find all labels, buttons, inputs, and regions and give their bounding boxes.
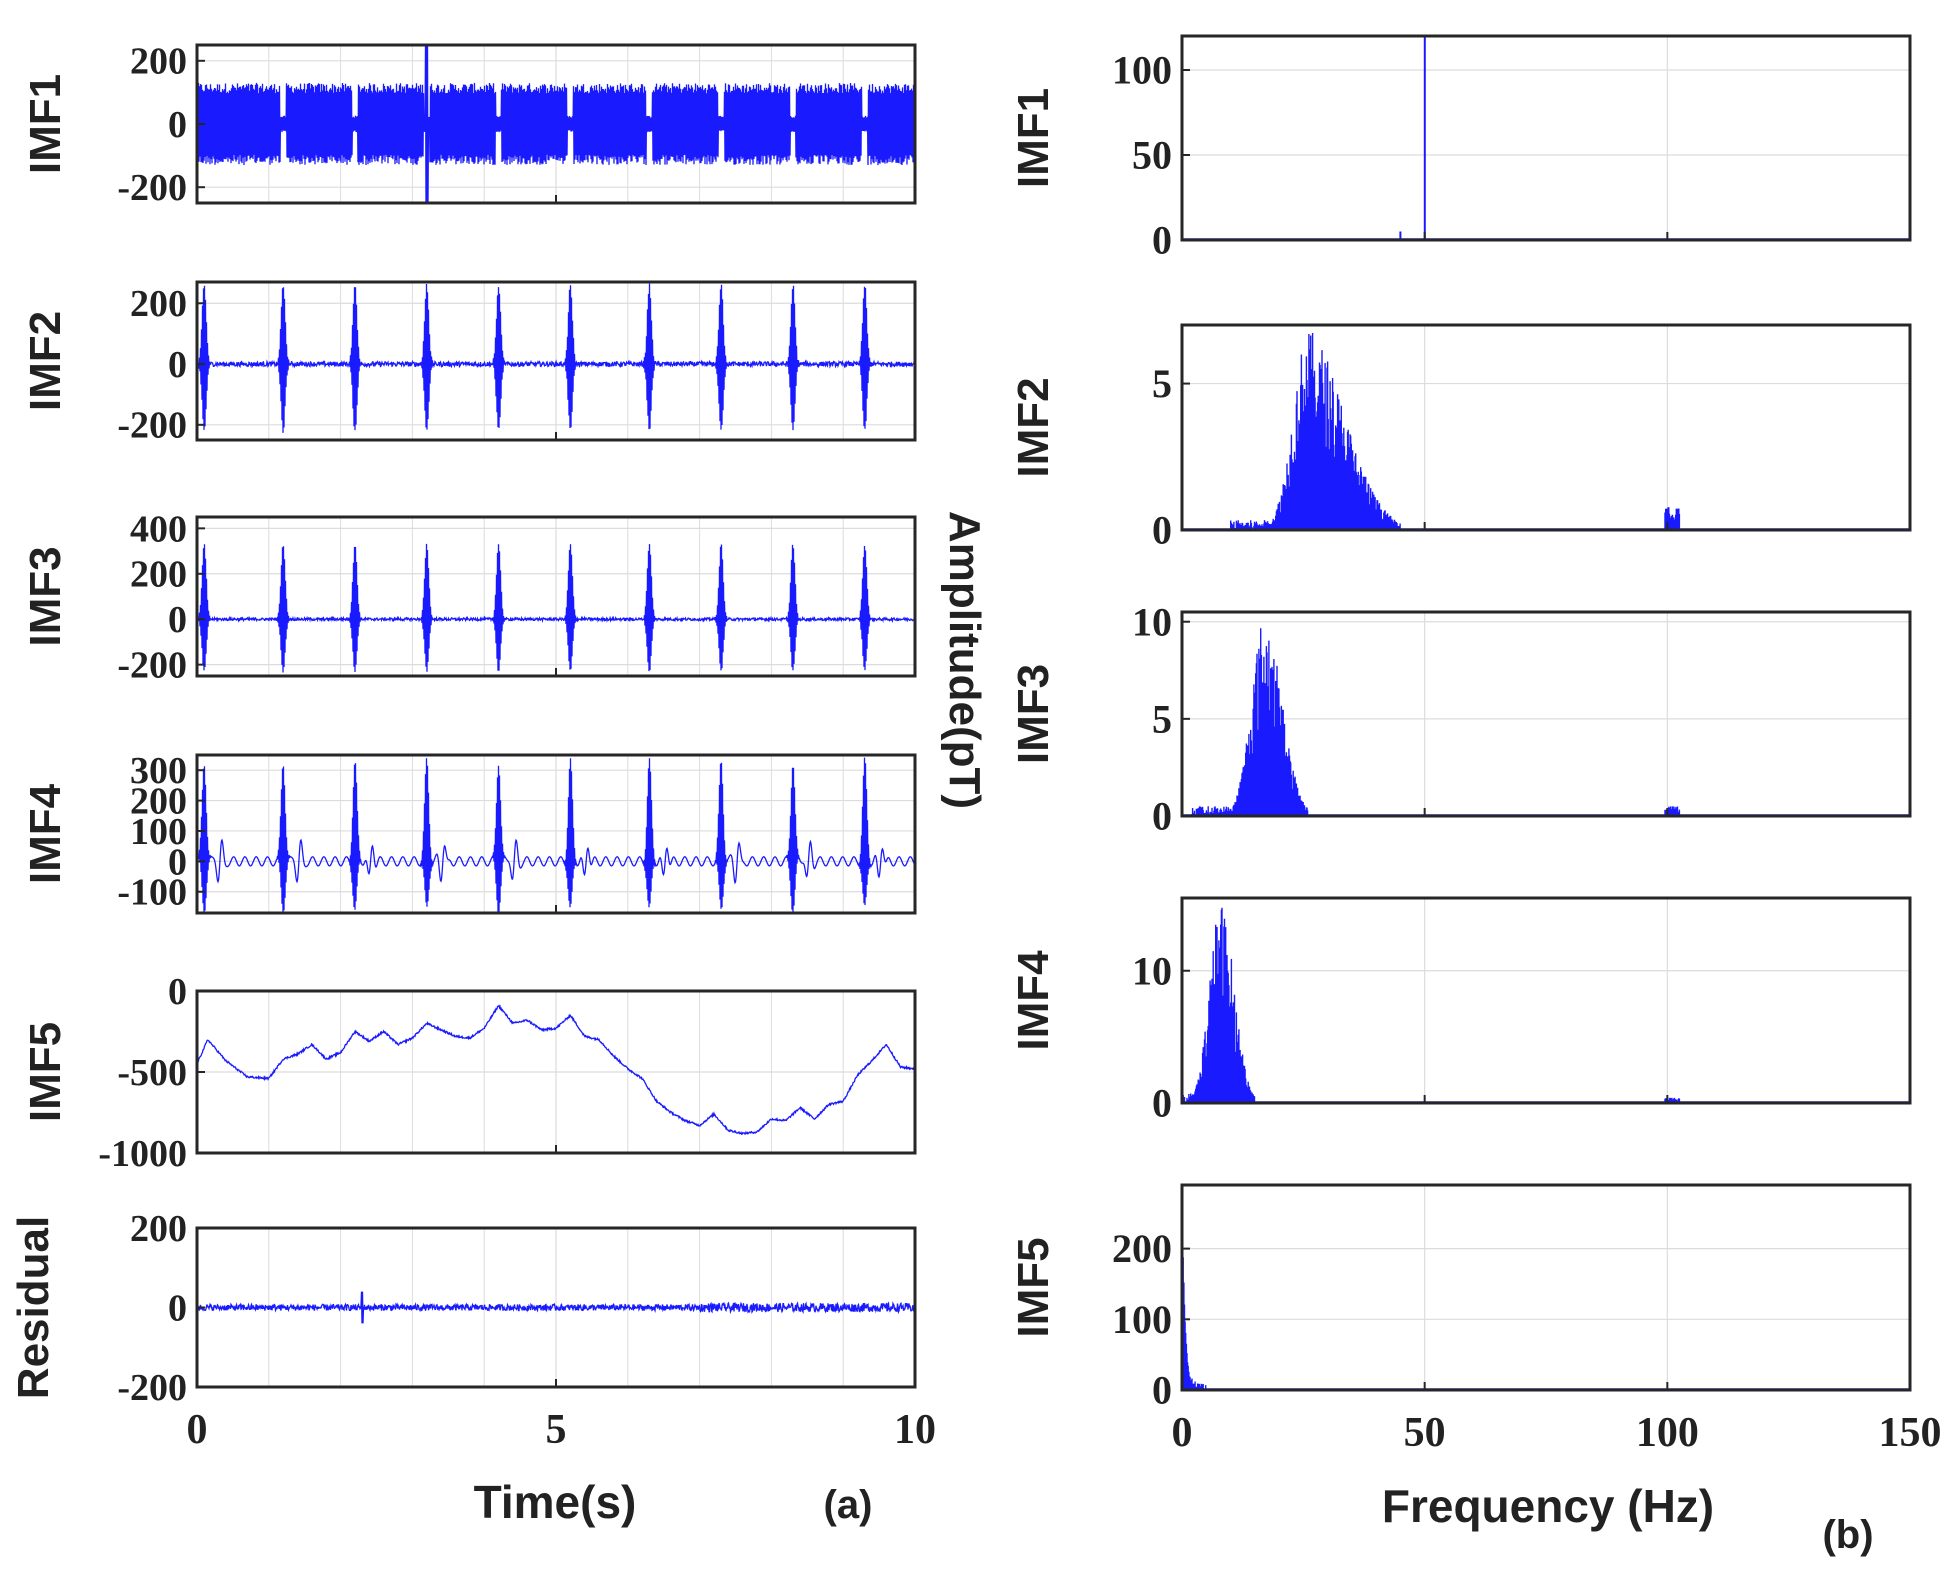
y-tick-label: 0 — [1152, 508, 1172, 553]
series-line-residual — [196, 1291, 916, 1324]
series-line-imf4 — [196, 757, 916, 914]
y-tick-label: 100 — [1112, 48, 1172, 93]
y-tick-label: 400 — [130, 508, 187, 550]
y-axis-label: IMF3 — [21, 546, 70, 646]
x-tick-label: 100 — [1636, 1410, 1699, 1456]
y-tick-label: -500 — [117, 1052, 187, 1094]
series-line-imf5-spectrum — [1181, 1185, 1911, 1390]
y-tick-label: 0 — [1152, 218, 1172, 263]
y-tick-label: 300 — [130, 750, 187, 792]
y-axis-label: Residual — [9, 1216, 58, 1399]
y-axis-label: IMF5 — [1009, 1237, 1058, 1337]
y-tick-label: 0 — [168, 344, 187, 386]
series-line-imf3-spectrum — [1181, 628, 1911, 816]
y-tick-label: -200 — [117, 405, 187, 447]
y-tick-label: 200 — [130, 554, 187, 596]
y-tick-label: -200 — [117, 645, 187, 687]
series-line-imf1 — [196, 44, 916, 204]
y-axis-label: IMF1 — [21, 74, 70, 174]
chart-panel-a-imf1: -200 0 200 IMF1 — [21, 41, 917, 209]
axes-frame — [1180, 1183, 1912, 1392]
axes-frame — [1180, 34, 1912, 242]
axes-frame — [1180, 323, 1912, 532]
y-tick-label: 5 — [1152, 361, 1172, 406]
y-tick-label: 200 — [130, 1208, 187, 1250]
y-tick-label: 0 — [168, 971, 187, 1013]
y-tick-label: 0 — [168, 104, 187, 146]
x-tick-label: 0 — [1172, 1410, 1193, 1456]
y-tick-label: -200 — [117, 1367, 187, 1409]
shared-y-axis-label: Amplitude(pT) — [940, 511, 989, 809]
y-tick-label: 0 — [1152, 794, 1172, 839]
chart-panel-a-imf2: -200 0 200 IMF2 — [21, 280, 917, 447]
x-tick-label: 5 — [546, 1407, 567, 1453]
y-axis-label: IMF4 — [21, 783, 70, 884]
y-axis-label: IMF2 — [21, 311, 70, 411]
series-line-imf2-spectrum — [1181, 333, 1911, 530]
y-tick-label: 200 — [1112, 1226, 1172, 1271]
y-tick-label: 0 — [168, 841, 187, 883]
y-tick-label: 0 — [168, 1287, 187, 1329]
left-x-axis-label: Time(s) — [474, 1476, 637, 1528]
y-tick-label: 10 — [1132, 599, 1172, 644]
chart-panel-b-imf4: 0 10 IMF4 — [1009, 896, 1912, 1126]
x-tick-label: 0 — [187, 1407, 208, 1453]
y-tick-label: 200 — [130, 283, 187, 325]
y-tick-label: 0 — [1152, 1081, 1172, 1126]
series-line-imf1-spectrum — [1181, 36, 1911, 240]
y-tick-label: -100 — [117, 872, 187, 914]
x-tick-label: 50 — [1404, 1410, 1446, 1456]
y-tick-label: -200 — [117, 167, 187, 209]
y-tick-label: -1000 — [98, 1133, 187, 1175]
axes-frame — [1180, 610, 1912, 818]
y-tick-label: 200 — [130, 780, 187, 822]
chart-panel-b-imf5: 0 100 200 0 50 100 150 IMF5 — [1009, 1183, 1942, 1456]
x-tick-label: 150 — [1879, 1410, 1942, 1456]
y-tick-label: 5 — [1152, 696, 1172, 741]
y-tick-label: 100 — [1112, 1297, 1172, 1342]
left-panel-caption: (a) — [824, 1483, 873, 1527]
axes-frame — [1180, 896, 1912, 1105]
y-tick-label: 200 — [130, 41, 187, 83]
right-panel-caption: (b) — [1822, 1513, 1873, 1557]
series-line-imf5 — [196, 1004, 916, 1136]
series-line-imf2 — [196, 283, 916, 433]
y-axis-label: IMF2 — [1009, 377, 1058, 477]
y-axis-label: IMF5 — [21, 1022, 70, 1122]
chart-panel-b-imf3: 0 5 10 IMF3 — [1009, 599, 1912, 839]
y-axis-label: IMF4 — [1009, 950, 1058, 1051]
y-tick-label: 50 — [1132, 133, 1172, 178]
y-tick-label: 0 — [1152, 1368, 1172, 1413]
series-line-imf3 — [196, 543, 916, 673]
chart-panel-b-imf2: 0 5 IMF2 — [1009, 323, 1912, 553]
y-axis-label: IMF1 — [1009, 88, 1058, 188]
y-axis-label: IMF3 — [1009, 664, 1058, 764]
series-line-imf4-spectrum — [1181, 907, 1911, 1103]
y-tick-label: 0 — [168, 599, 187, 641]
chart-panel-a-imf5: -1000 -500 0 IMF5 — [21, 971, 917, 1175]
chart-panel-b-imf1: 0 50 100 IMF1 — [1009, 34, 1912, 263]
y-tick-label: 10 — [1132, 948, 1172, 993]
y-tick-label: 100 — [130, 811, 187, 853]
right-x-axis-label: Frequency (Hz) — [1382, 1480, 1714, 1532]
x-tick-label: 10 — [894, 1407, 936, 1453]
